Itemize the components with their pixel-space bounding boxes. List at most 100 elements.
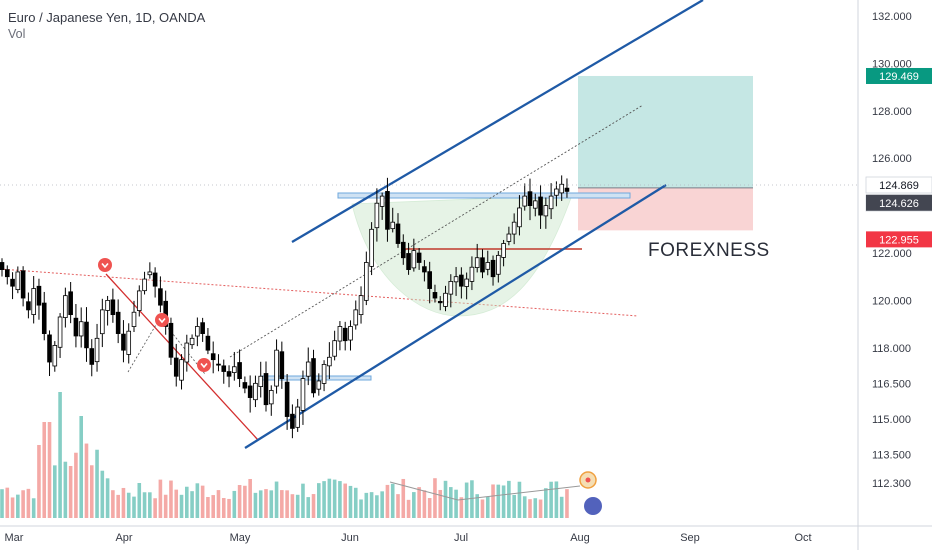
price-axis[interactable]: 132.000 130.000 128.000 126.000 122.000 120.0…	[857, 0, 912, 550]
candle-body	[121, 333, 126, 351]
candle-body	[31, 288, 36, 315]
volume-bar	[68, 465, 73, 518]
last-price-tag	[865, 176, 932, 194]
volume-trend-1	[389, 481, 459, 501]
candle-body	[26, 301, 31, 311]
volume-label[interactable]: Vol	[8, 27, 26, 41]
trade-zones	[578, 75, 753, 231]
volume-bar	[406, 499, 411, 518]
volume-bar	[206, 497, 210, 518]
candle-body	[210, 353, 216, 361]
candle-body	[63, 295, 68, 318]
volume-bar	[380, 491, 384, 518]
volume-bar	[269, 490, 274, 518]
volume-bar	[565, 489, 569, 518]
volume-bar	[5, 487, 10, 518]
event-icon-dot	[585, 477, 591, 483]
candle-body	[459, 274, 464, 287]
candle-body	[374, 202, 380, 229]
candle-body	[559, 183, 564, 194]
candle-body	[443, 292, 448, 307]
x-tick-label: Aug	[570, 532, 590, 544]
volume-bar	[285, 490, 289, 518]
candle-body	[284, 381, 290, 417]
y-tick-label: 113.500	[872, 449, 911, 461]
volume-bar	[200, 485, 205, 518]
candle-body	[131, 311, 137, 327]
candle-body	[358, 295, 364, 316]
candle-body	[385, 191, 390, 230]
volume-bar	[522, 496, 527, 518]
candle-body	[115, 311, 121, 334]
candle-body	[453, 276, 459, 283]
volume-bar	[0, 489, 4, 518]
volume-bar	[37, 444, 41, 518]
candle-body	[427, 271, 432, 289]
volume-bar	[322, 481, 326, 518]
volume-bar	[10, 497, 15, 518]
volume-bar	[58, 392, 62, 518]
volume-bar	[438, 489, 443, 518]
volume-bar	[280, 490, 284, 518]
candle-body	[395, 223, 401, 244]
candle-body	[100, 309, 105, 335]
volume-bar	[153, 498, 157, 518]
candle-body	[532, 200, 538, 209]
volume-bar	[449, 487, 453, 518]
symbol-title[interactable]: Euro / Japanese Yen, 1D, OANDA	[8, 10, 206, 25]
volume-bar	[359, 499, 363, 518]
candle-body	[464, 278, 469, 287]
candle-body	[221, 365, 227, 372]
candle-body	[147, 271, 153, 276]
candle-body	[142, 278, 147, 292]
volume-bar	[295, 494, 300, 518]
volume-bar	[538, 499, 543, 518]
candle-body	[348, 326, 353, 341]
candle-body	[110, 299, 116, 316]
candle-body	[89, 348, 95, 365]
candle-body	[369, 228, 374, 267]
candle-body	[126, 330, 132, 355]
candle-body	[268, 390, 274, 405]
candle-body	[105, 299, 110, 311]
candle-body	[496, 254, 501, 275]
volume-bar	[74, 452, 78, 518]
candle-body	[274, 349, 279, 387]
y-tick-label: 132.000	[872, 11, 912, 23]
volume-bar	[89, 465, 94, 518]
volume-bar	[137, 482, 142, 518]
candle-body	[511, 221, 517, 235]
candle-body	[437, 301, 443, 304]
candle-body	[432, 292, 438, 299]
candle-body	[554, 188, 559, 196]
volume-bar	[554, 481, 559, 518]
volume-bar	[480, 499, 485, 518]
volume-bar	[142, 492, 147, 518]
volume-bar	[338, 481, 342, 518]
volume-bar	[163, 494, 168, 518]
candle-body	[321, 363, 327, 384]
volume-bar	[185, 486, 189, 518]
candle-body	[543, 205, 549, 217]
volume-bar	[216, 490, 221, 518]
candle-body	[184, 342, 190, 363]
candle-body	[195, 326, 200, 337]
candle-body	[179, 359, 184, 381]
volume-bar	[264, 489, 268, 518]
candle-body	[232, 366, 237, 373]
candle-body	[290, 413, 295, 429]
volume-bar	[195, 483, 200, 518]
candle-body	[242, 382, 248, 389]
candle-body	[41, 302, 47, 334]
candle-body	[416, 252, 422, 263]
event-badge	[98, 258, 112, 272]
volume-bar	[100, 470, 105, 518]
candle-body	[78, 321, 84, 337]
candle-body	[253, 382, 258, 401]
event-badge	[155, 313, 169, 327]
time-axis[interactable]: Mar Apr May Jun Jul Aug Sep Oct	[0, 525, 932, 544]
x-tick-label: Mar	[5, 532, 24, 544]
candle-body	[564, 187, 570, 192]
candle-body	[237, 362, 242, 380]
